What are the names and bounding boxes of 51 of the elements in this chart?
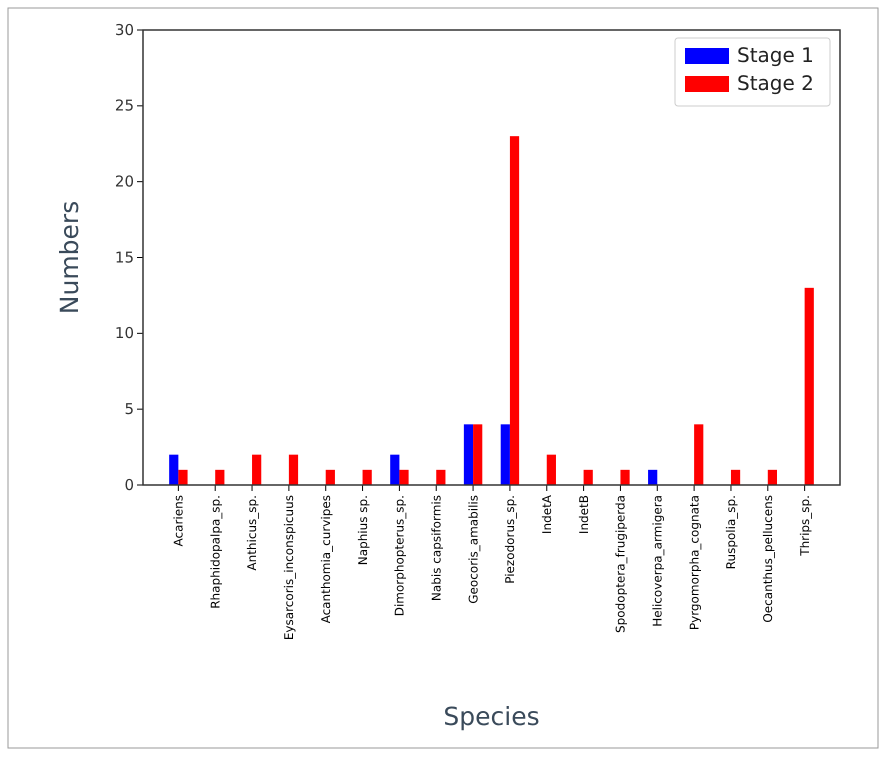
x-tick-label: Helicoverpa_armigera bbox=[650, 495, 664, 627]
bar bbox=[399, 470, 409, 485]
y-tick-label: 0 bbox=[124, 476, 134, 494]
x-tick-label: Naphius sp. bbox=[356, 495, 370, 566]
bar bbox=[362, 470, 372, 485]
x-tick-label: Piezodorus_sp. bbox=[503, 495, 518, 584]
bar bbox=[436, 470, 446, 485]
y-tick-label: 15 bbox=[114, 248, 134, 266]
x-tick-label: Eysarcoris_inconspicuus bbox=[282, 495, 296, 640]
y-tick-label: 25 bbox=[114, 96, 134, 115]
bar bbox=[804, 288, 814, 485]
x-tick-label: IndetA bbox=[540, 494, 554, 534]
x-tick-label: Ruspolia_sp. bbox=[724, 495, 738, 570]
x-tick-label: Dimorphopterus_sp. bbox=[392, 495, 407, 616]
x-tick-label: IndetB bbox=[576, 495, 591, 534]
bar bbox=[215, 470, 224, 485]
legend-label: Stage 2 bbox=[737, 71, 814, 95]
bar bbox=[252, 454, 262, 485]
x-axis-title: Species bbox=[443, 702, 540, 731]
x-tick-label: Nabis capsiformis bbox=[429, 495, 444, 602]
bar bbox=[768, 470, 778, 485]
x-tick-label: Thrips_sp. bbox=[798, 495, 812, 557]
bar bbox=[390, 454, 400, 485]
bar bbox=[288, 454, 298, 485]
x-tick-label: Oecanthus_pellucens bbox=[760, 495, 775, 623]
y-tick-label: 20 bbox=[114, 172, 134, 190]
bar bbox=[546, 454, 556, 485]
bar bbox=[178, 470, 188, 485]
y-tick-label: 5 bbox=[124, 400, 134, 418]
bar bbox=[326, 470, 335, 485]
bar bbox=[169, 454, 178, 485]
x-tick-label: Pyrgomorpha_cognata bbox=[687, 495, 702, 630]
bar bbox=[473, 424, 482, 485]
bar bbox=[730, 470, 740, 485]
x-tick-label: Acanthomia_curvipes bbox=[318, 495, 333, 624]
y-tick-label: 10 bbox=[114, 324, 134, 342]
x-tick-label: Anthicus_sp. bbox=[245, 495, 260, 571]
x-tick-label: Acariens bbox=[172, 495, 186, 546]
y-axis-title: Numbers bbox=[55, 200, 84, 314]
x-tick-label: Rhaphidopalpa_sp. bbox=[208, 495, 222, 609]
x-tick-label: Spodoptera_frugiperda bbox=[614, 495, 628, 633]
bar bbox=[620, 470, 630, 485]
y-tick-label: 30 bbox=[114, 20, 134, 39]
legend-label: Stage 1 bbox=[737, 43, 814, 67]
bar bbox=[510, 136, 520, 485]
bar bbox=[694, 424, 704, 485]
bar bbox=[584, 470, 593, 485]
bar bbox=[648, 470, 658, 485]
bar bbox=[500, 424, 510, 485]
bar bbox=[464, 424, 474, 485]
x-tick-label: Geocoris_amabilis bbox=[466, 495, 480, 604]
